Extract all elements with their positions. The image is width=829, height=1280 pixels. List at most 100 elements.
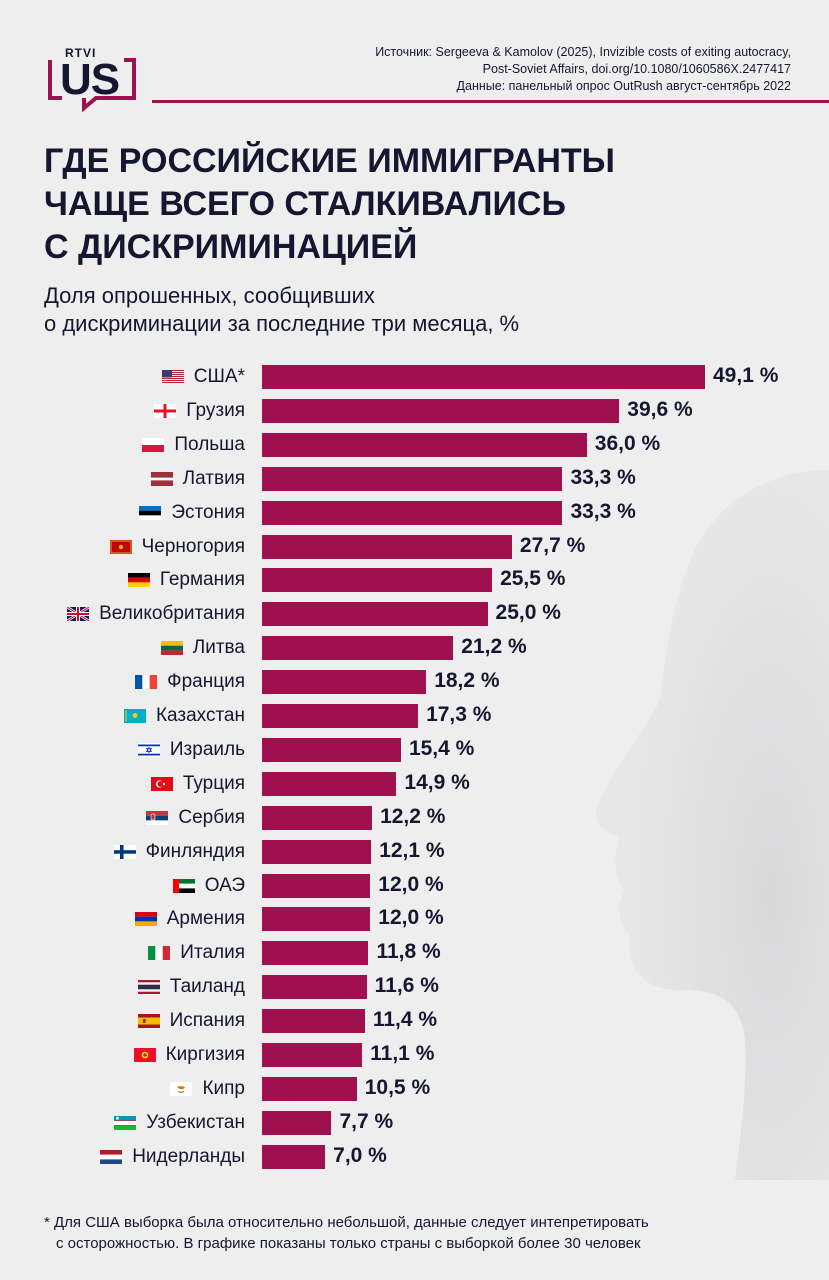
bar [262,1110,332,1135]
category-label: Киргизия [165,1044,245,1065]
category-label: США* [193,366,245,387]
flag-pl-icon [142,437,165,452]
value-label: 17,3 % [426,703,492,726]
chart-title: Где российские иммигранты чаще всего ста… [44,140,784,269]
bar [262,737,401,762]
value-label: 39,6 % [627,397,693,421]
category-label: Нидерланды [132,1145,245,1167]
flag-th-icon [137,980,160,995]
bar-row: Черногория 27,7 % [0,530,829,564]
value-label: 36,0 % [594,431,661,455]
title-line: с дискриминацией [44,228,418,266]
value-label: 11,6 % [374,974,439,998]
bar [262,941,369,966]
category-label: Кипр [202,1077,245,1099]
bar [262,534,512,559]
flag-me-icon [109,539,132,554]
logo-rtvi-text: RTVI [65,46,97,60]
bar [262,1144,326,1169]
value-label: 12,0 % [378,872,444,896]
flag-tr-icon [150,776,173,791]
value-label: 49,1 % [713,364,779,387]
title-line: Где российские иммигранты [44,142,615,180]
category-label: Польша [174,433,245,455]
category-label: Узбекистан [146,1111,245,1133]
bar-row: США* 49,1 % [0,360,829,394]
bar-row: Сербия 12,2 % [0,801,829,835]
value-label: 21,2 % [461,635,527,659]
category-label: Италия [180,942,245,964]
category-label: Таиланд [169,976,245,998]
value-label: 11,8 % [376,940,441,964]
value-label: 14,9 % [404,770,470,794]
value-label: 18,2 % [434,669,500,693]
bar [262,568,493,593]
category-label: Испания [169,1010,245,1032]
flag-nl-icon [100,1149,123,1164]
value-label: 25,5 % [500,567,566,591]
bar-row: Киргизия 11,1 % [0,1038,829,1072]
flag-fr-icon [135,675,158,690]
source-note: Источник: Sergeeva & Kamolov (2025), Inv… [311,44,791,95]
flag-de-icon [127,573,150,588]
bar-row: Финляндия 12,1 % [0,835,829,869]
value-label: 15,4 % [408,736,475,760]
bar-row: Казахстан 17,3 % [0,699,829,733]
bar-row: Нидерланды 7,0 % [0,1140,829,1174]
flag-cy-icon [170,1081,193,1096]
category-label: Грузия [186,399,245,421]
bar [262,365,705,389]
bar [262,466,563,491]
category-label: Финляндия [145,840,245,862]
footnote: * Для США выборка была относительно небо… [44,1212,804,1254]
bar [262,975,367,1000]
bar-chart: США* 49,1 % Грузия 39,6 % Польша 36,0 % Латвия… [0,360,829,1180]
flag-am-icon [134,912,157,927]
flag-us-icon [161,370,184,384]
flag-kz-icon [123,709,146,723]
bar [262,805,373,830]
bar [262,907,371,932]
bar [262,398,620,423]
category-label: Эстония [171,501,245,523]
flag-lv-icon [150,471,173,486]
logo-frame-icon [48,58,136,112]
bar [262,1043,363,1067]
flag-uz-icon [114,1115,137,1130]
value-label: 11,1 % [370,1042,435,1065]
bar-row: Литва 21,2 % [0,631,829,665]
flag-ge-icon [154,403,177,418]
bar [262,771,397,796]
category-label: Армения [166,908,245,930]
flag-lt-icon [160,641,183,656]
category-label: Германия [159,569,245,591]
flag-ae-icon [172,878,195,893]
chart-subtitle: Доля опрошенных, сообщивших о дискримина… [44,282,784,338]
bar [262,670,427,695]
bar-row: Латвия 33,3 % [0,462,829,496]
bar-row: Таиланд 11,6 % [0,970,829,1004]
logo-us-text: US [60,55,120,104]
bar [262,1009,365,1034]
value-label: 12,0 % [378,906,444,930]
value-label: 12,1 % [379,838,445,862]
bar [262,636,454,661]
category-label: Франция [167,671,245,693]
flag-kg-icon [133,1048,156,1062]
bar-row: Турция 14,9 % [0,767,829,801]
bar [262,704,419,728]
value-label: 11,4 % [372,1008,438,1032]
bar-row: Испания 11,4 % [0,1004,829,1038]
bar-row: Кипр 10,5 % [0,1072,829,1106]
value-label: 33,3 % [570,499,636,523]
category-label: Казахстан [155,705,245,726]
flag-es-icon [137,1014,160,1029]
title-line: чаще всего сталкивались [44,185,566,223]
category-label: Турция [182,772,245,794]
category-label: Латвия [182,467,245,489]
value-label: 7,7 % [339,1109,394,1133]
value-label: 7,0 % [333,1143,387,1167]
category-label: Литва [192,637,245,659]
subtitle-line: Доля опрошенных, сообщивших [44,283,375,308]
